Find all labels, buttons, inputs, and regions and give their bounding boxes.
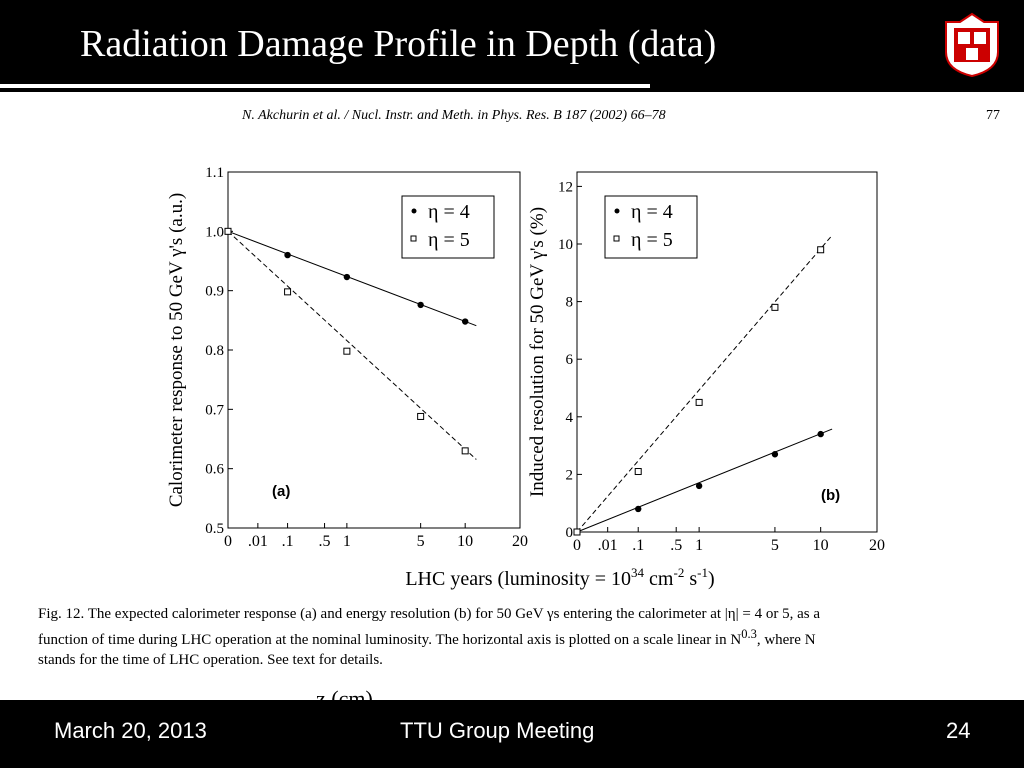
panel-b-series-eta4-point — [817, 430, 824, 438]
panel-a-series-eta5-point — [417, 412, 425, 420]
panel-b-xtick-label: 10 — [813, 537, 829, 554]
footer-page-number: 24 — [946, 718, 971, 743]
panel-a-ytick-label: 0.8 — [205, 343, 224, 359]
panel-b-ytick-label: 12 — [558, 179, 573, 195]
panel-b-series-eta4-point — [771, 451, 779, 458]
panel-a-series-eta4-point — [461, 318, 469, 325]
panel-a-xtick-label: 10 — [457, 533, 473, 550]
panel-b-xtick-label: 20 — [869, 537, 885, 554]
panel-b-ylabel: Induced resolution for 50 GeV γ's (%) — [527, 207, 548, 497]
panel-a-series-eta4-fit-line — [227, 230, 477, 327]
xaxis-label-part: s — [684, 568, 697, 590]
footer-date: March 20, 2013 — [54, 718, 207, 743]
panel-b-ytick-label: 2 — [566, 467, 574, 483]
panel-a-ylabel: Calorimeter response to 50 GeV γ's (a.u.… — [166, 193, 187, 507]
caption-line3: stands for the time of LHC operation. Se… — [38, 652, 383, 668]
panel-a-xtick-label: .5 — [319, 533, 331, 550]
panel-b-series-eta5-point — [573, 528, 581, 536]
panel-a-ytick-label: 0.5 — [205, 521, 224, 537]
panel-a-series-eta5-point — [284, 288, 292, 296]
panel-a-xtick-label: .1 — [282, 533, 294, 550]
panel-b-label: (b) — [821, 487, 840, 504]
shared-xaxis-label: LHC years (luminosity = 1034 cm-2 s-1) — [405, 565, 714, 590]
panel-a-xtick-label: .01 — [248, 533, 268, 550]
caption-line2-end: , where N — [756, 632, 816, 648]
panel-a-legend-marker — [410, 235, 417, 242]
footer-event: TTU Group Meeting — [400, 718, 595, 743]
panel-a-series-eta4-point — [284, 251, 291, 259]
xaxis-label-superscript: 34 — [631, 565, 645, 580]
panel-b-frame — [576, 171, 878, 533]
panel-b-series-eta4-point — [695, 482, 703, 490]
panel-a-ytick-label: 1.0 — [205, 224, 224, 240]
xaxis-label-part: LHC years (luminosity = 10 — [405, 568, 631, 590]
caption-superscript: 0.3 — [741, 627, 757, 641]
panel-a-series-eta5-point — [343, 347, 351, 355]
panel-a-series-eta5-fit-line — [227, 230, 477, 460]
panel-a-legend-entry: η = 5 — [428, 229, 470, 251]
figure-caption: Fig. 12. The expected calorimeter respon… — [38, 604, 998, 670]
panel-b-series-eta5-point — [695, 398, 703, 406]
title-divider — [0, 84, 650, 88]
panel-b-series-eta4-point — [635, 505, 642, 513]
panel-a-legend-marker — [411, 208, 417, 214]
panel-b-series-eta4-fit-line — [576, 428, 833, 533]
panel-a-series-eta4-point — [343, 273, 351, 281]
caption-line1: Fig. 12. The expected calorimeter respon… — [38, 606, 821, 622]
panel-b-series-eta5-point — [817, 246, 825, 254]
panel-b-legend-marker — [613, 235, 620, 242]
paper-citation-header: N. Akchurin et al. / Nucl. Instr. and Me… — [242, 108, 666, 123]
xaxis-label-superscript: -2 — [673, 565, 684, 580]
panel-b-xtick-label: .1 — [632, 537, 644, 554]
paper-figure-panel: N. Akchurin et al. / Nucl. Instr. and Me… — [0, 92, 1024, 711]
panel-a-xtick-label: 5 — [417, 533, 425, 550]
xaxis-label-superscript: -1 — [697, 565, 708, 580]
panel-b-legend-entry: η = 4 — [631, 201, 673, 223]
panel-a-ytick-label: 0.7 — [205, 402, 224, 418]
panel-b-ytick-label: 10 — [558, 237, 573, 253]
panel-b-ytick-label: 8 — [566, 295, 574, 311]
panel-b-ytick-label: 6 — [566, 352, 574, 368]
paper-page-number: 77 — [986, 108, 1000, 123]
panel-a-series-eta5-point — [224, 227, 232, 235]
z-cm-label: z (cm) — [316, 686, 373, 711]
panel-b-xtick-label: .5 — [670, 537, 682, 554]
slide-title: Radiation Damage Profile in Depth (data) — [80, 23, 717, 65]
panel-a-series-eta4-point — [417, 301, 424, 309]
panel-a-xtick-label: 0 — [224, 533, 232, 550]
caption-line2: function of time during LHC operation at… — [38, 632, 742, 648]
panel-b-series-eta5-point — [634, 468, 642, 476]
panel-b-series-eta5-point — [771, 303, 779, 311]
panel-a-xtick-label: 1 — [343, 533, 351, 550]
panel-a-ytick-label: 0.6 — [205, 462, 224, 478]
panel-b-xtick-label: 0 — [573, 537, 581, 554]
panel-a-legend-box — [401, 195, 495, 259]
panel-b-xtick-label: .01 — [598, 537, 618, 554]
university-seal-icon — [945, 12, 999, 78]
panel-a-label: (a) — [272, 483, 290, 500]
panel-a-legend-entry: η = 4 — [428, 201, 470, 223]
panel-b-legend-entry: η = 5 — [631, 229, 673, 251]
xaxis-label-part: cm — [644, 568, 674, 590]
panel-b-legend-marker — [614, 208, 620, 214]
panel-a-xtick-label: 20 — [512, 533, 528, 550]
panel-b-ytick-label: 4 — [566, 410, 574, 426]
xaxis-label-part: ) — [708, 568, 715, 590]
panel-b-ytick-label: 0 — [566, 525, 574, 541]
panel-b-xtick-label: 1 — [695, 537, 703, 554]
panel-a-ytick-label: 0.9 — [205, 284, 224, 300]
panel-b-legend-box — [604, 195, 698, 259]
figure-charts: 0.50.60.70.80.91.01.10.01.1.5 1 5 10 20Calor… — [166, 165, 885, 590]
panel-a-series-eta5-point — [461, 447, 469, 455]
panel-a-ytick-label: 1.1 — [205, 165, 224, 181]
panel-b-series-eta5-fit-line — [576, 235, 833, 533]
panel-b-xtick-label: 5 — [771, 537, 779, 554]
